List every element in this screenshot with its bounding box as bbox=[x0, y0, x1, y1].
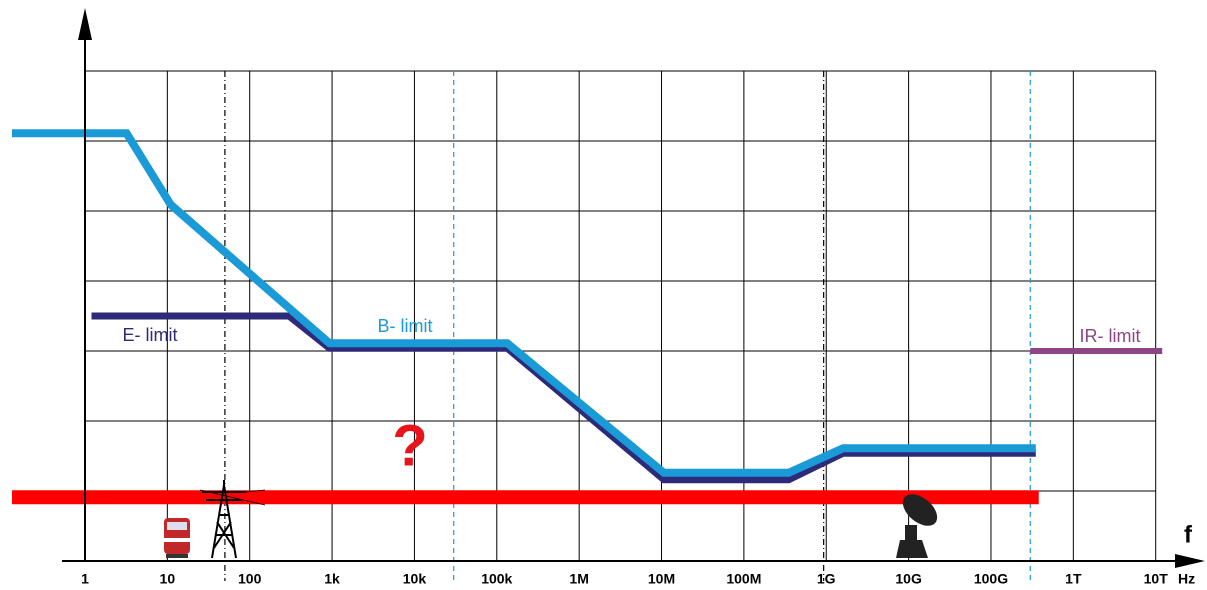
dish-icon bbox=[896, 494, 938, 558]
x-tick-label: 10M bbox=[648, 571, 675, 587]
x-tick-label: 10T bbox=[1144, 571, 1169, 587]
x-tick-label: 1M bbox=[569, 571, 588, 587]
pylon-icon bbox=[199, 480, 266, 559]
y-axis-arrow bbox=[78, 8, 92, 40]
x-tick-label: 1T bbox=[1065, 571, 1082, 587]
x-tick-label: 100k bbox=[481, 571, 512, 587]
x-tick-label: 100M bbox=[726, 571, 761, 587]
series-label: IR- limit bbox=[1080, 326, 1141, 346]
plot: 1 10 100 1k 10k 100k 1M 10M 100M 1G 10G 100G 1T 10T E-… bbox=[12, 8, 1205, 587]
series-label: B- limit bbox=[378, 316, 433, 336]
x-tick-label: 100 bbox=[238, 571, 262, 587]
x-unit: Hz bbox=[1178, 571, 1195, 587]
x-tick-label: 1 bbox=[81, 571, 89, 587]
x-tick-label: 10 bbox=[160, 571, 176, 587]
x-axis-label: f bbox=[1184, 521, 1193, 548]
x-tick-label: 10k bbox=[403, 571, 427, 587]
x-axis-arrow bbox=[1175, 554, 1205, 568]
x-tick-label: 1k bbox=[324, 571, 340, 587]
series-label: E- limit bbox=[123, 325, 178, 345]
x-tick-label: 1G bbox=[817, 571, 836, 587]
train-icon bbox=[164, 518, 190, 558]
annotation: ? bbox=[392, 413, 427, 478]
series-line bbox=[91, 312, 1036, 484]
series-line bbox=[12, 129, 1036, 477]
x-tick-label: 10G bbox=[895, 571, 922, 587]
x-tick-label: 100G bbox=[974, 571, 1008, 587]
